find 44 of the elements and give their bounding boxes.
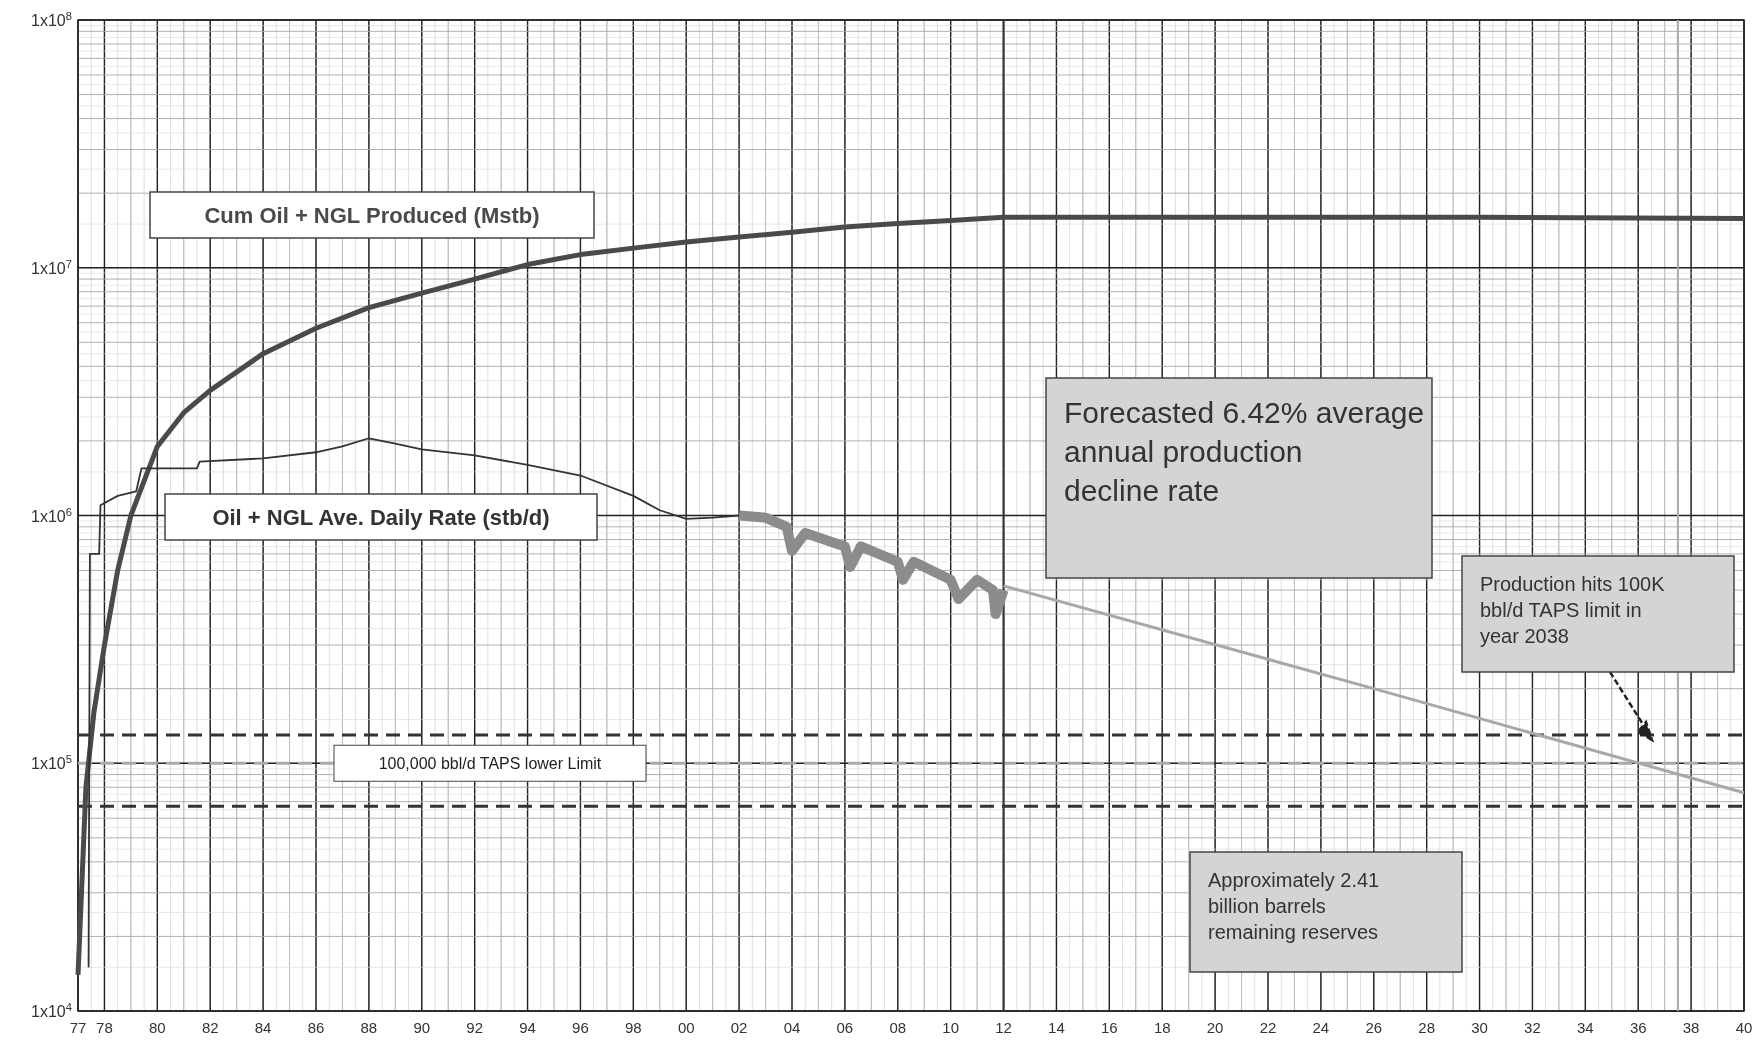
series-label: Oil + NGL Ave. Daily Rate (stb/d)	[212, 505, 550, 530]
y-tick-label: 1x10$^{6}$	[31, 505, 72, 525]
x-tick-label: 94	[519, 1019, 536, 1036]
annotation: Approximately 2.41 billion barrels remaining reserves	[1208, 868, 1380, 943]
x-tick-label: 40	[1735, 1019, 1753, 1036]
x-tick-label: 10	[942, 1019, 960, 1036]
x-tick-label: 00	[677, 1019, 695, 1036]
x-tick-label: 16	[1100, 1019, 1118, 1036]
x-tick-label: 20	[1206, 1019, 1224, 1036]
x-tick-label: 06	[836, 1019, 854, 1036]
y-tick-label: 1x10$^{8}$	[31, 10, 72, 29]
x-tick-label: 77	[69, 1019, 87, 1036]
x-tick-label: 92	[466, 1019, 484, 1036]
x-tick-label: 26	[1365, 1019, 1383, 1036]
x-tick-label: 96	[572, 1019, 589, 1036]
annotation: Production hits 100K bbl/d TAPS limit in year 2038	[1480, 572, 1666, 647]
x-tick-label: 84	[254, 1019, 272, 1036]
y-tick-label: 1x10$^{5}$	[31, 753, 72, 773]
ref-line-label: 100,000 bbl/d TAPS lower Limit	[378, 755, 602, 773]
x-tick-label: 02	[730, 1019, 748, 1036]
y-tick-label: 1x10$^{4}$	[31, 1001, 72, 1020]
x-tick-label: 28	[1418, 1019, 1436, 1036]
x-tick-label: 98	[624, 1019, 642, 1036]
x-tick-label: 80	[148, 1019, 166, 1036]
annotation: Forecasted 6.42% average annual production decline rate	[1064, 396, 1425, 508]
x-tick-label: 78	[96, 1019, 113, 1036]
x-tick-label: 12	[995, 1019, 1012, 1036]
y-tick-label: 1x10$^{7}$	[31, 257, 72, 277]
x-tick-label: 04	[783, 1019, 801, 1036]
x-tick-label: 88	[360, 1019, 378, 1036]
x-tick-label: 32	[1524, 1019, 1541, 1036]
series-label: Cum Oil + NGL Produced (Mstb)	[204, 203, 540, 228]
x-tick-label: 38	[1682, 1019, 1700, 1036]
x-tick-label: 36	[1629, 1019, 1647, 1036]
x-tick-label: 30	[1471, 1019, 1488, 1036]
x-tick-label: 34	[1576, 1019, 1594, 1036]
x-tick-label: 90	[413, 1019, 431, 1036]
x-tick-label: 22	[1259, 1019, 1277, 1036]
x-tick-label: 08	[889, 1019, 907, 1036]
x-tick-label: 14	[1048, 1019, 1065, 1036]
x-tick-label: 24	[1312, 1019, 1330, 1036]
x-tick-label: 86	[307, 1019, 325, 1036]
x-tick-label: 82	[201, 1019, 219, 1036]
x-tick-label: 18	[1153, 1019, 1171, 1036]
